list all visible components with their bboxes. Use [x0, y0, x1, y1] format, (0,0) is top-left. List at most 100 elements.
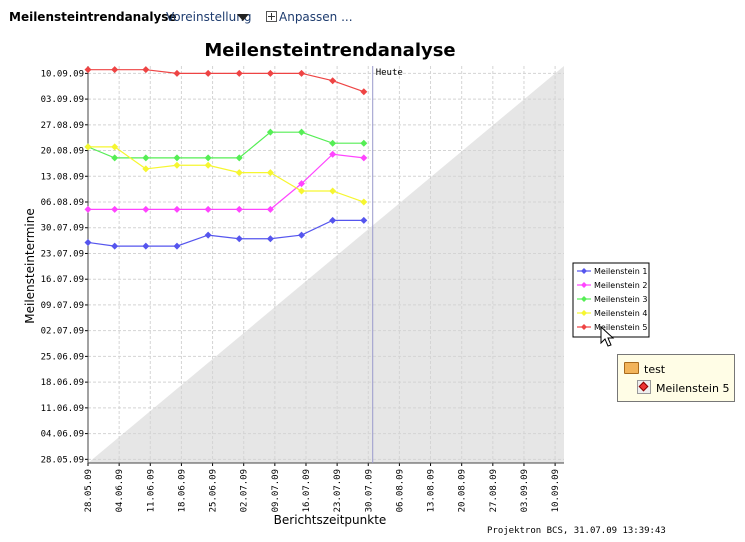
y-tick-label: 11.06.09	[41, 404, 84, 414]
tooltip-item-label: Meilenstein 5	[656, 382, 730, 395]
x-axis-label: Berichtszeitpunkte	[274, 513, 387, 527]
legend-entry: Meilenstein 4	[594, 309, 647, 318]
data-point	[173, 154, 181, 162]
toolbar: Meilensteintrendanalyse Voreinstellung A…	[0, 0, 745, 34]
x-tick-label: 09.07.09	[271, 469, 281, 512]
plot-area: 28.05.09 04.06.09 11.06.09 18.06.09 25.06.09…	[41, 66, 564, 512]
x-tick-label: 25.06.09	[209, 469, 219, 512]
y-tick-label: 09.07.09	[41, 301, 84, 311]
folder-icon	[624, 362, 639, 374]
series-line	[87, 219, 364, 247]
data-point	[204, 205, 212, 213]
tooltip-folder-label: test	[644, 363, 666, 376]
legend-swatch-marker	[581, 310, 587, 316]
y-axis-label: Meilensteintermine	[23, 208, 37, 324]
y-tick-label: 18.06.09	[41, 378, 84, 388]
data-point	[111, 205, 119, 213]
tooltip-item[interactable]: Meilenstein 5	[637, 380, 729, 395]
data-point	[142, 242, 150, 250]
data-point	[298, 187, 306, 195]
x-tick-label: 23.07.09	[333, 469, 343, 512]
legend-swatch-marker	[581, 282, 587, 288]
data-point	[235, 154, 243, 162]
data-point	[360, 154, 368, 162]
x-tick-label: 16.07.09	[302, 469, 312, 512]
diagonal-area	[88, 66, 564, 463]
data-point	[329, 216, 337, 224]
data-point	[360, 139, 368, 147]
data-point	[266, 69, 274, 77]
data-point	[266, 235, 274, 243]
data-point	[84, 205, 92, 213]
data-point	[266, 128, 274, 136]
data-point	[84, 143, 92, 151]
adjust-label: Anpassen ...	[279, 10, 353, 24]
legend: Meilenstein 1 Meilenstein 2 Meilenstein 3 M…	[572, 262, 650, 338]
y-tick-label: 27.08.09	[41, 121, 84, 131]
data-point	[84, 66, 92, 74]
data-point	[329, 150, 337, 158]
x-tick-label: 27.08.09	[489, 469, 499, 512]
data-point	[111, 66, 119, 74]
tooltip-folder[interactable]: test	[624, 362, 665, 376]
data-point	[111, 242, 119, 250]
legend-entry: Meilenstein 3	[594, 295, 647, 304]
x-tick-label: 13.08.09	[427, 469, 437, 512]
y-tick-label: 25.06.09	[41, 352, 84, 362]
adjust-button[interactable]: Anpassen ...	[266, 10, 353, 24]
y-tick-label: 06.08.09	[41, 198, 84, 208]
x-tick-label: 30.07.09	[364, 469, 374, 512]
milestone-icon	[637, 380, 651, 394]
y-tick-label: 02.07.09	[41, 327, 84, 337]
today-label: Heute	[376, 68, 403, 78]
legend-entry: Meilenstein 1	[594, 267, 647, 276]
data-point	[360, 216, 368, 224]
data-point	[298, 180, 306, 188]
legend-entry: Meilenstein 5	[594, 323, 647, 332]
tree-tooltip: test Meilenstein 5	[617, 354, 735, 402]
data-point	[298, 69, 306, 77]
data-point	[298, 231, 306, 239]
data-point	[173, 242, 181, 250]
toolbar-title: Meilensteintrendanalyse	[9, 10, 177, 24]
data-point	[360, 88, 368, 96]
data-point	[329, 187, 337, 195]
mouse-cursor-icon	[600, 326, 615, 347]
data-point	[360, 198, 368, 206]
x-tick-label: 02.07.09	[240, 469, 250, 512]
x-tick-label: 03.09.09	[520, 469, 530, 512]
legend-swatch-marker	[581, 324, 587, 330]
legend-entry: Meilenstein 2	[594, 281, 647, 290]
data-point	[204, 231, 212, 239]
data-point	[329, 77, 337, 85]
y-tick-label: 30.07.09	[41, 224, 84, 234]
chevron-down-icon[interactable]	[237, 14, 249, 21]
data-point	[204, 161, 212, 169]
data-point	[235, 169, 243, 177]
data-point	[235, 69, 243, 77]
data-point	[298, 128, 306, 136]
data-point	[204, 69, 212, 77]
data-point	[266, 169, 274, 177]
data-point	[204, 154, 212, 162]
plus-box-icon	[266, 11, 277, 22]
preset-dropdown[interactable]: Voreinstellung	[166, 10, 252, 24]
x-tick-label: 20.08.09	[458, 469, 468, 512]
data-point	[173, 161, 181, 169]
data-point	[142, 165, 150, 173]
legend-swatch-marker	[581, 296, 587, 302]
x-tick-label: 11.06.09	[146, 469, 156, 512]
x-tick-label: 06.08.09	[395, 469, 405, 512]
data-point	[111, 143, 119, 151]
series-line	[88, 153, 364, 210]
y-tick-label: 20.08.09	[41, 147, 84, 157]
y-tick-label: 04.06.09	[41, 430, 84, 440]
x-tick-label: 18.06.09	[177, 469, 187, 512]
data-point	[329, 139, 337, 147]
footer-timestamp: Projektron BCS, 31.07.09 13:39:43	[487, 526, 666, 536]
data-point	[173, 205, 181, 213]
y-tick-label: 13.08.09	[41, 172, 84, 182]
y-tick-label: 03.09.09	[41, 95, 84, 105]
data-point	[235, 235, 243, 243]
